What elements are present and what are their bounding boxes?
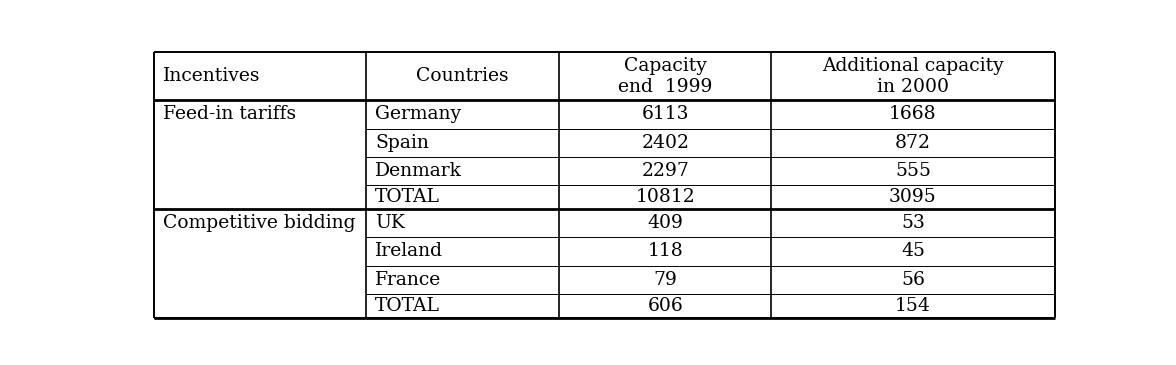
- Text: TOTAL: TOTAL: [375, 188, 440, 206]
- Text: 872: 872: [895, 134, 931, 151]
- Text: 53: 53: [901, 214, 924, 232]
- Text: Incentives: Incentives: [163, 67, 261, 85]
- Text: 606: 606: [648, 297, 683, 315]
- Text: 56: 56: [901, 271, 924, 289]
- Text: 6113: 6113: [642, 105, 689, 123]
- Text: 3095: 3095: [889, 188, 937, 206]
- Text: 2402: 2402: [641, 134, 689, 151]
- Text: Denmark: Denmark: [375, 162, 462, 180]
- Text: Additional capacity
in 2000: Additional capacity in 2000: [822, 57, 1004, 96]
- Text: Capacity
end  1999: Capacity end 1999: [619, 57, 713, 96]
- Text: Countries: Countries: [416, 67, 509, 85]
- Text: Competitive bidding: Competitive bidding: [163, 214, 356, 232]
- Text: UK: UK: [375, 214, 405, 232]
- Text: 10812: 10812: [635, 188, 695, 206]
- Text: 409: 409: [647, 214, 683, 232]
- Text: France: France: [375, 271, 441, 289]
- Text: 154: 154: [895, 297, 931, 315]
- Text: 1668: 1668: [889, 105, 937, 123]
- Text: Feed-in tariffs: Feed-in tariffs: [163, 105, 296, 123]
- Text: 118: 118: [648, 242, 683, 260]
- Text: 79: 79: [654, 271, 677, 289]
- Text: Spain: Spain: [375, 134, 429, 151]
- Text: Ireland: Ireland: [375, 242, 443, 260]
- Text: 2297: 2297: [641, 162, 689, 180]
- Text: TOTAL: TOTAL: [375, 297, 440, 315]
- Text: 45: 45: [901, 242, 926, 260]
- Text: 555: 555: [895, 162, 931, 180]
- Text: Germany: Germany: [375, 105, 461, 123]
